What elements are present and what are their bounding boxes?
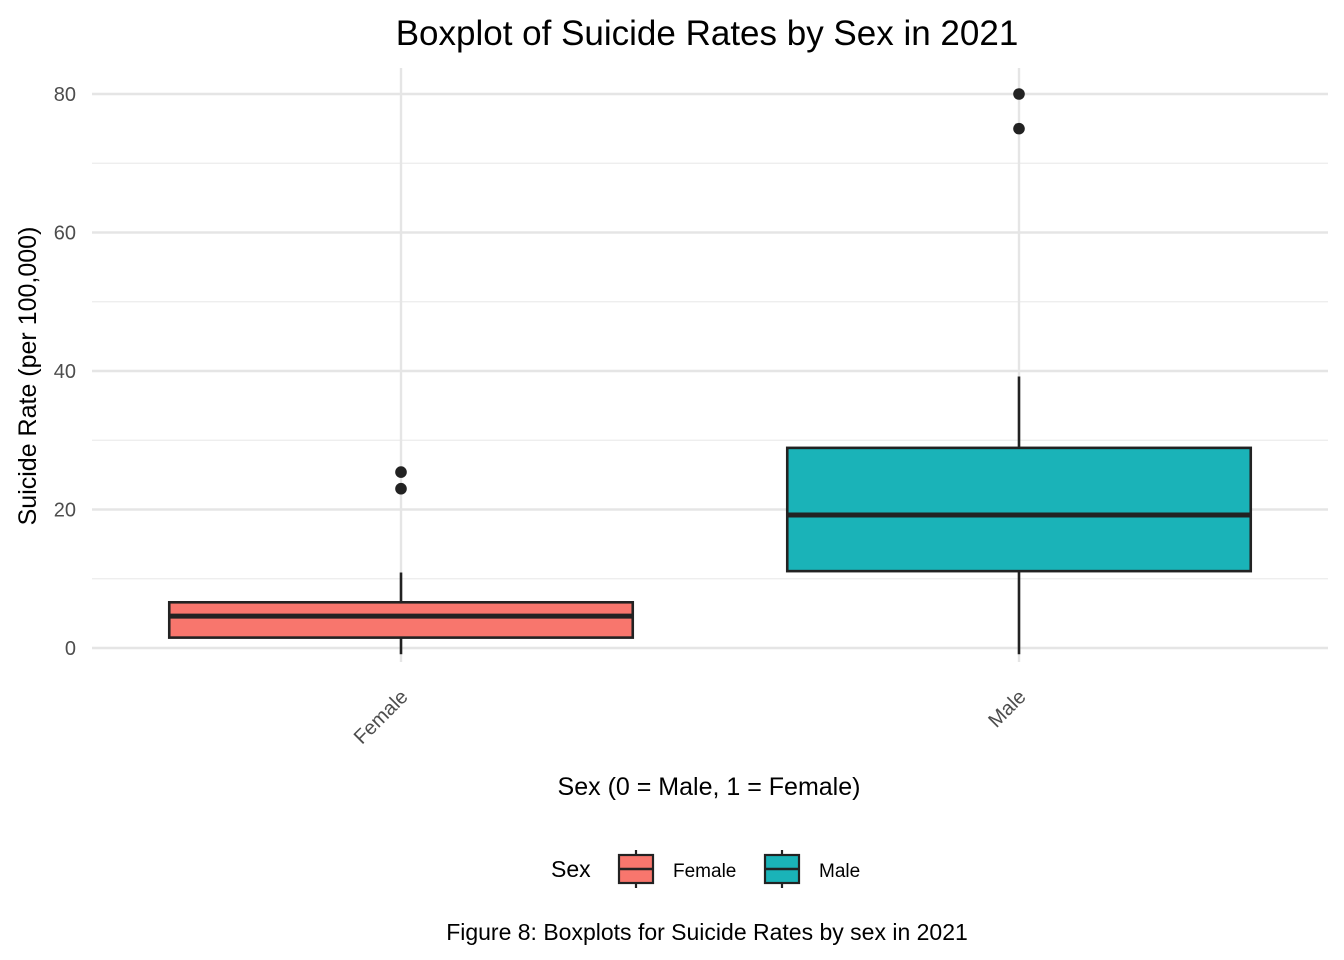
outlier-point [395,466,407,478]
legend: Sex Female Male [551,850,860,888]
figure-caption: Figure 8: Boxplots for Suicide Rates by … [446,919,968,945]
grid-layer [92,68,1328,662]
legend-entries: Female Male [617,850,860,888]
y-tick-label: 20 [54,500,76,522]
y-axis-label: Suicide Rate (per 100,000) [14,227,42,526]
legend-item-male: Male [763,850,860,888]
x-tick-label: Male [984,686,1030,732]
y-tick-label: 40 [54,361,76,383]
x-tick-labels: Female Male [350,686,1031,749]
y-tick-labels: 0 20 40 60 80 [54,84,76,660]
outlier-point [1013,88,1025,100]
y-tick-label: 60 [54,223,76,245]
box-male [785,88,1253,655]
chart-title: Boxplot of Suicide Rates by Sex in 2021 [396,14,1019,53]
outlier-point [395,482,407,495]
legend-title: Sex [551,856,591,882]
outlier-point [1013,122,1025,135]
legend-item-label: Male [819,861,860,882]
box-iqr [785,446,1253,573]
legend-item-female: Female [617,850,736,888]
x-tick-label: Female [350,686,413,749]
y-tick-label: 0 [65,638,76,660]
box-layer [167,88,1253,655]
legend-item-label: Female [673,861,736,882]
box-iqr [167,600,635,639]
box-female [167,466,635,655]
y-tick-label: 80 [54,84,76,106]
x-axis-label: Sex (0 = Male, 1 = Female) [558,773,861,801]
